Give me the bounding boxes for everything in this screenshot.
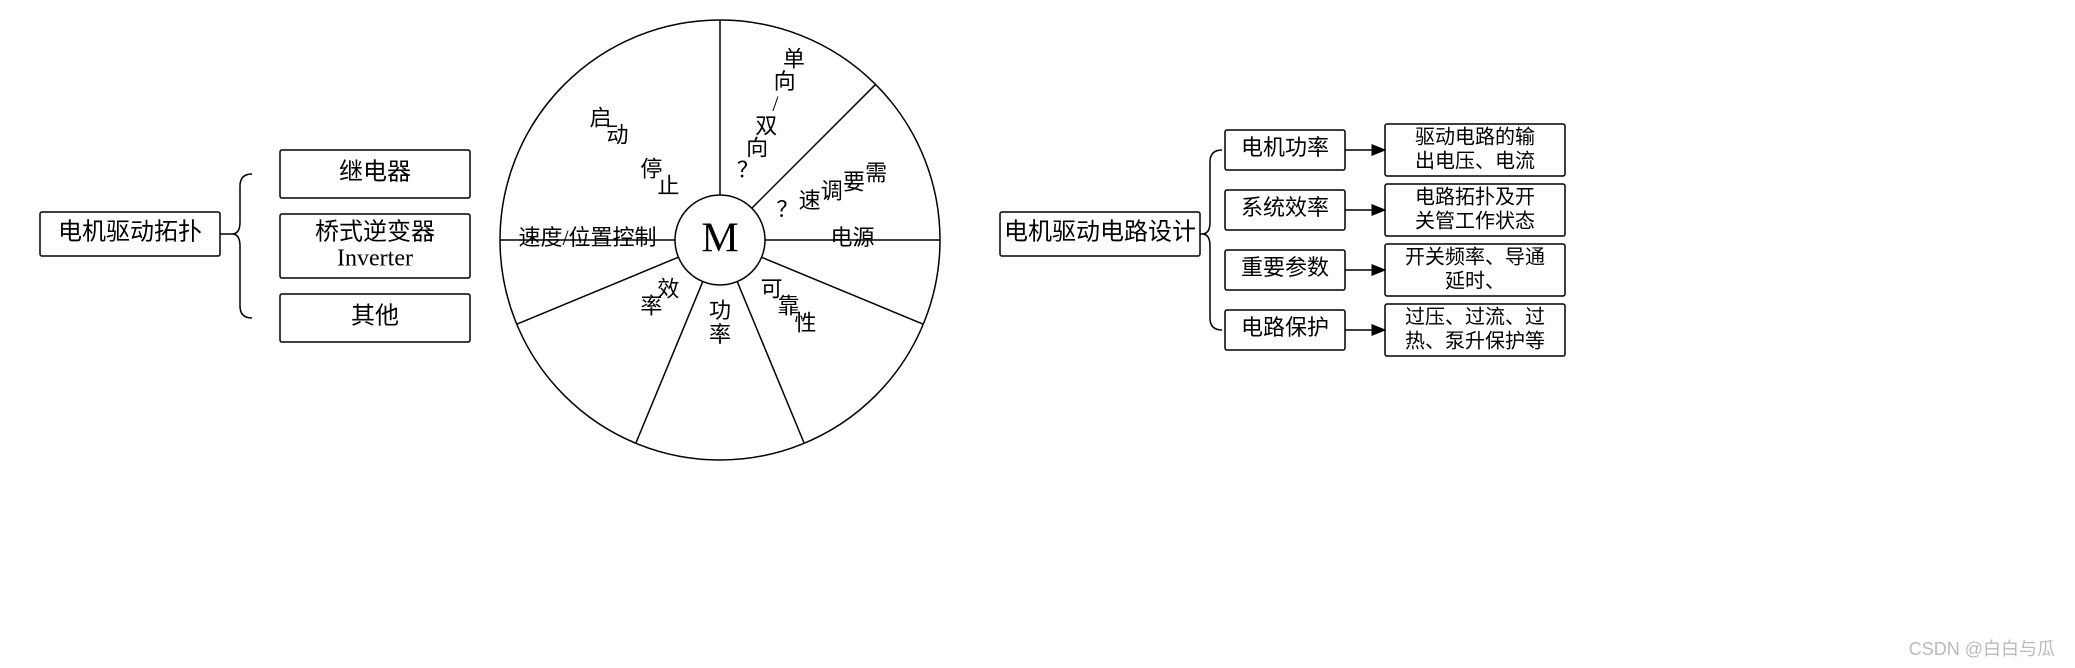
wheel-sector-label-1-2: 调 — [821, 179, 843, 204]
wheel-sector-label-7-4: 止 — [657, 173, 679, 198]
right-col2-label-1-1: 电路拓扑及开 — [1415, 186, 1535, 209]
wheel-sector-label-4-0: 功 — [709, 298, 731, 323]
left-child-label-2: 其他 — [351, 303, 399, 330]
watermark: CSDN @白白与瓜 — [1909, 639, 2055, 659]
wheel-sector-label-3-2: 性 — [795, 311, 817, 336]
right-col2-label-1-2: 关管工作状态 — [1415, 210, 1535, 233]
wheel-sector-label-0-5: ？ — [737, 158, 759, 183]
right-col2-label-2-1: 开关频率、导通 — [1405, 246, 1545, 269]
right-bracket — [1202, 150, 1222, 330]
right-col2-label-0-1: 驱动电路的输 — [1415, 126, 1535, 149]
right-col1-label-2: 重要参数 — [1241, 255, 1329, 280]
wheel-sector-label-7-1: 动 — [606, 123, 628, 148]
wheel-sector-label-1-4: ？ — [776, 197, 798, 222]
wheel-sector-label-5-1: 率 — [640, 294, 662, 319]
wheel-sector-label-1-3: 速 — [799, 188, 821, 213]
left-child-label-1-2: Inverter — [337, 246, 413, 272]
left-bracket — [232, 174, 252, 318]
right-col2-label-3-1: 过压、过流、过 — [1405, 306, 1545, 329]
wheel-sector-label-2: 电源 — [830, 225, 874, 250]
right-col2-label-3-2: 热、泵升保护等 — [1405, 330, 1545, 353]
left-root-label: 电机驱动拓扑 — [58, 219, 202, 246]
wheel-center-label: M — [701, 216, 738, 262]
wheel-sector-label-4-1: 率 — [709, 322, 731, 347]
wheel-sector-label-1-1: 要 — [843, 170, 865, 195]
wheel-sector-label-6: 速度/位置控制 — [518, 225, 656, 250]
right-root-label: 电机驱动电路设计 — [1004, 219, 1196, 246]
right-col2-label-2-2: 延时、 — [1445, 270, 1505, 293]
right-col1-label-1: 系统效率 — [1241, 195, 1329, 220]
left-child-label-1-1: 桥式逆变器 — [315, 219, 435, 246]
right-col1-label-0: 电机功率 — [1241, 135, 1329, 160]
left-child-label-0: 继电器 — [339, 159, 411, 186]
right-col1-label-3: 电路保护 — [1241, 315, 1329, 340]
wheel-sector-label-1-0: 需 — [865, 160, 887, 185]
right-col2-label-0-2: 出电压、电流 — [1415, 150, 1535, 173]
